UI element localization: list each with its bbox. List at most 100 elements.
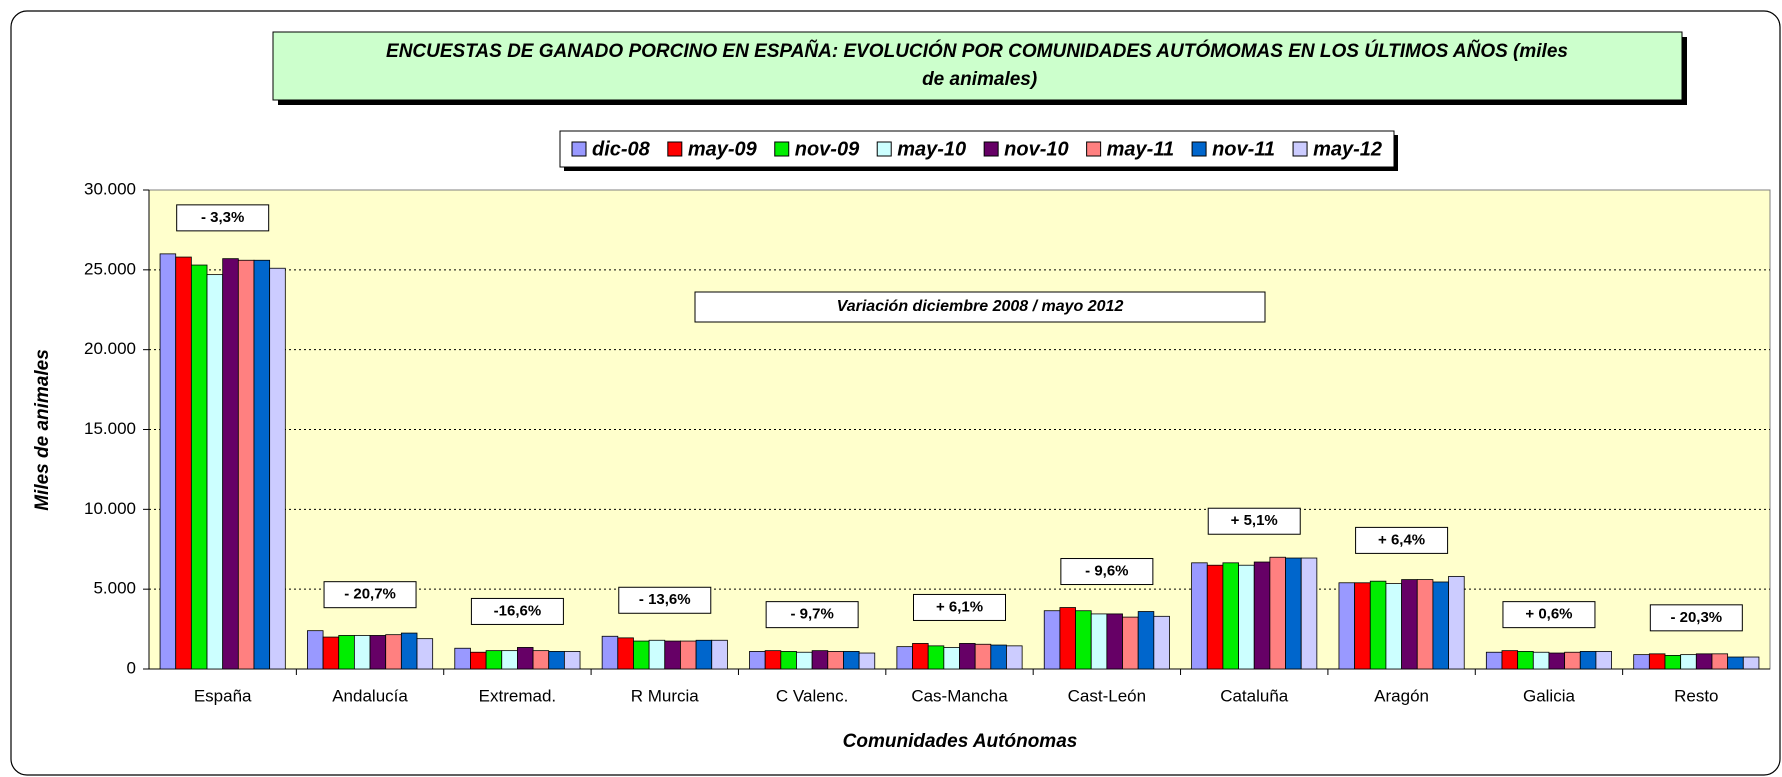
- y-tick-label: 0: [127, 658, 136, 677]
- bar: [1206, 564, 1224, 670]
- bar: [811, 650, 829, 670]
- bar: [454, 647, 471, 670]
- bar: [1222, 562, 1239, 670]
- bar: [1043, 610, 1061, 670]
- bar: [1338, 582, 1356, 670]
- bar: [1153, 615, 1170, 670]
- annotation: - 3,3%: [201, 209, 244, 226]
- bar: [943, 647, 960, 670]
- bar: [501, 650, 518, 670]
- bar: [1253, 561, 1271, 670]
- annotation: - 13,6%: [639, 591, 691, 608]
- annotation-box: [470, 597, 564, 625]
- bar: [1122, 616, 1139, 670]
- bar: [1664, 655, 1682, 670]
- annotation-box: [913, 593, 1006, 621]
- bar: [1285, 557, 1302, 670]
- legend-label: may-11: [1107, 138, 1174, 160]
- annotation-box: [618, 586, 712, 614]
- annotation-box: [1502, 601, 1596, 629]
- annotation-box: [1355, 526, 1449, 554]
- x-tick-label: Resto: [1674, 686, 1718, 705]
- bar: [990, 644, 1007, 670]
- bar: [1137, 611, 1155, 670]
- bar: [416, 638, 434, 670]
- bar: [1633, 654, 1650, 670]
- x-tick-label: Extremad.: [479, 686, 556, 705]
- x-tick-label: Cast-León: [1068, 686, 1146, 705]
- x-tick-label: Aragón: [1374, 686, 1429, 705]
- legend-label: may-09: [688, 138, 758, 160]
- bar: [1075, 610, 1092, 670]
- bar: [1485, 651, 1503, 670]
- annotation-box: [1207, 507, 1301, 535]
- bar: [563, 651, 581, 670]
- bar: [827, 651, 844, 670]
- bar: [1548, 652, 1566, 670]
- bar: [1191, 562, 1208, 670]
- bar: [307, 630, 324, 670]
- x-tick-label: Cataluña: [1220, 686, 1289, 705]
- bar: [1006, 645, 1023, 670]
- annotation: + 0,6%: [1525, 606, 1572, 623]
- bar: [1354, 582, 1371, 670]
- bar: [237, 259, 255, 670]
- bar: [1595, 651, 1612, 670]
- legend-label: nov-10: [1004, 138, 1068, 160]
- y-tick-label: 30.000: [84, 179, 136, 198]
- bar: [1648, 653, 1666, 670]
- bar: [1579, 651, 1597, 670]
- bar: [1401, 579, 1418, 670]
- y-tick-label: 15.000: [84, 419, 136, 438]
- bar: [253, 259, 271, 670]
- annotation: + 5,1%: [1231, 512, 1278, 529]
- legend-swatch: [876, 141, 892, 157]
- bar: [1432, 581, 1449, 670]
- bar: [695, 639, 713, 670]
- bar: [1448, 575, 1465, 670]
- bar: [322, 636, 340, 670]
- bar: [1742, 656, 1760, 670]
- legend: dic-08 may-09 nov-09 may-10 nov-10 may-11 nov-…: [559, 130, 1398, 171]
- annotation: - 9,6%: [1085, 562, 1128, 579]
- bar: [796, 651, 813, 670]
- bar: [1517, 651, 1534, 670]
- bar: [1300, 557, 1318, 670]
- bar: [1727, 656, 1744, 670]
- bar: [1059, 607, 1076, 670]
- bar: [633, 640, 650, 670]
- annotation: + 6,4%: [1378, 531, 1425, 548]
- bar: [1238, 564, 1255, 670]
- bar: [369, 635, 387, 670]
- legend-label: may-10: [897, 138, 966, 160]
- bar: [858, 652, 876, 670]
- x-axis-label: Comunidades Autónomas: [843, 731, 1078, 752]
- bar: [1416, 579, 1434, 670]
- bar: [780, 651, 797, 670]
- bar: [548, 651, 565, 670]
- bar: [1532, 651, 1550, 670]
- bar: [175, 256, 192, 670]
- bar: [206, 274, 224, 670]
- bar: [190, 264, 208, 670]
- subtitle-box: [694, 291, 1266, 323]
- bar: [648, 639, 666, 670]
- bar: [1564, 651, 1581, 670]
- bar: [470, 651, 487, 670]
- bar: [532, 650, 550, 670]
- legend-label: nov-09: [795, 138, 860, 160]
- y-tick-label: 20.000: [84, 339, 136, 358]
- y-tick-label: 10.000: [84, 499, 136, 518]
- bar: [927, 645, 945, 670]
- bar: [159, 253, 177, 670]
- legend-label: dic-08: [592, 138, 651, 160]
- bar: [269, 267, 286, 670]
- bar: [680, 640, 697, 670]
- bar: [1385, 583, 1402, 670]
- bar: [1695, 653, 1713, 670]
- bar: [1090, 613, 1108, 670]
- y-axis-label: Miles de animales: [32, 349, 53, 511]
- bar: [1711, 653, 1729, 670]
- bar: [749, 651, 766, 670]
- bar: [1680, 654, 1697, 670]
